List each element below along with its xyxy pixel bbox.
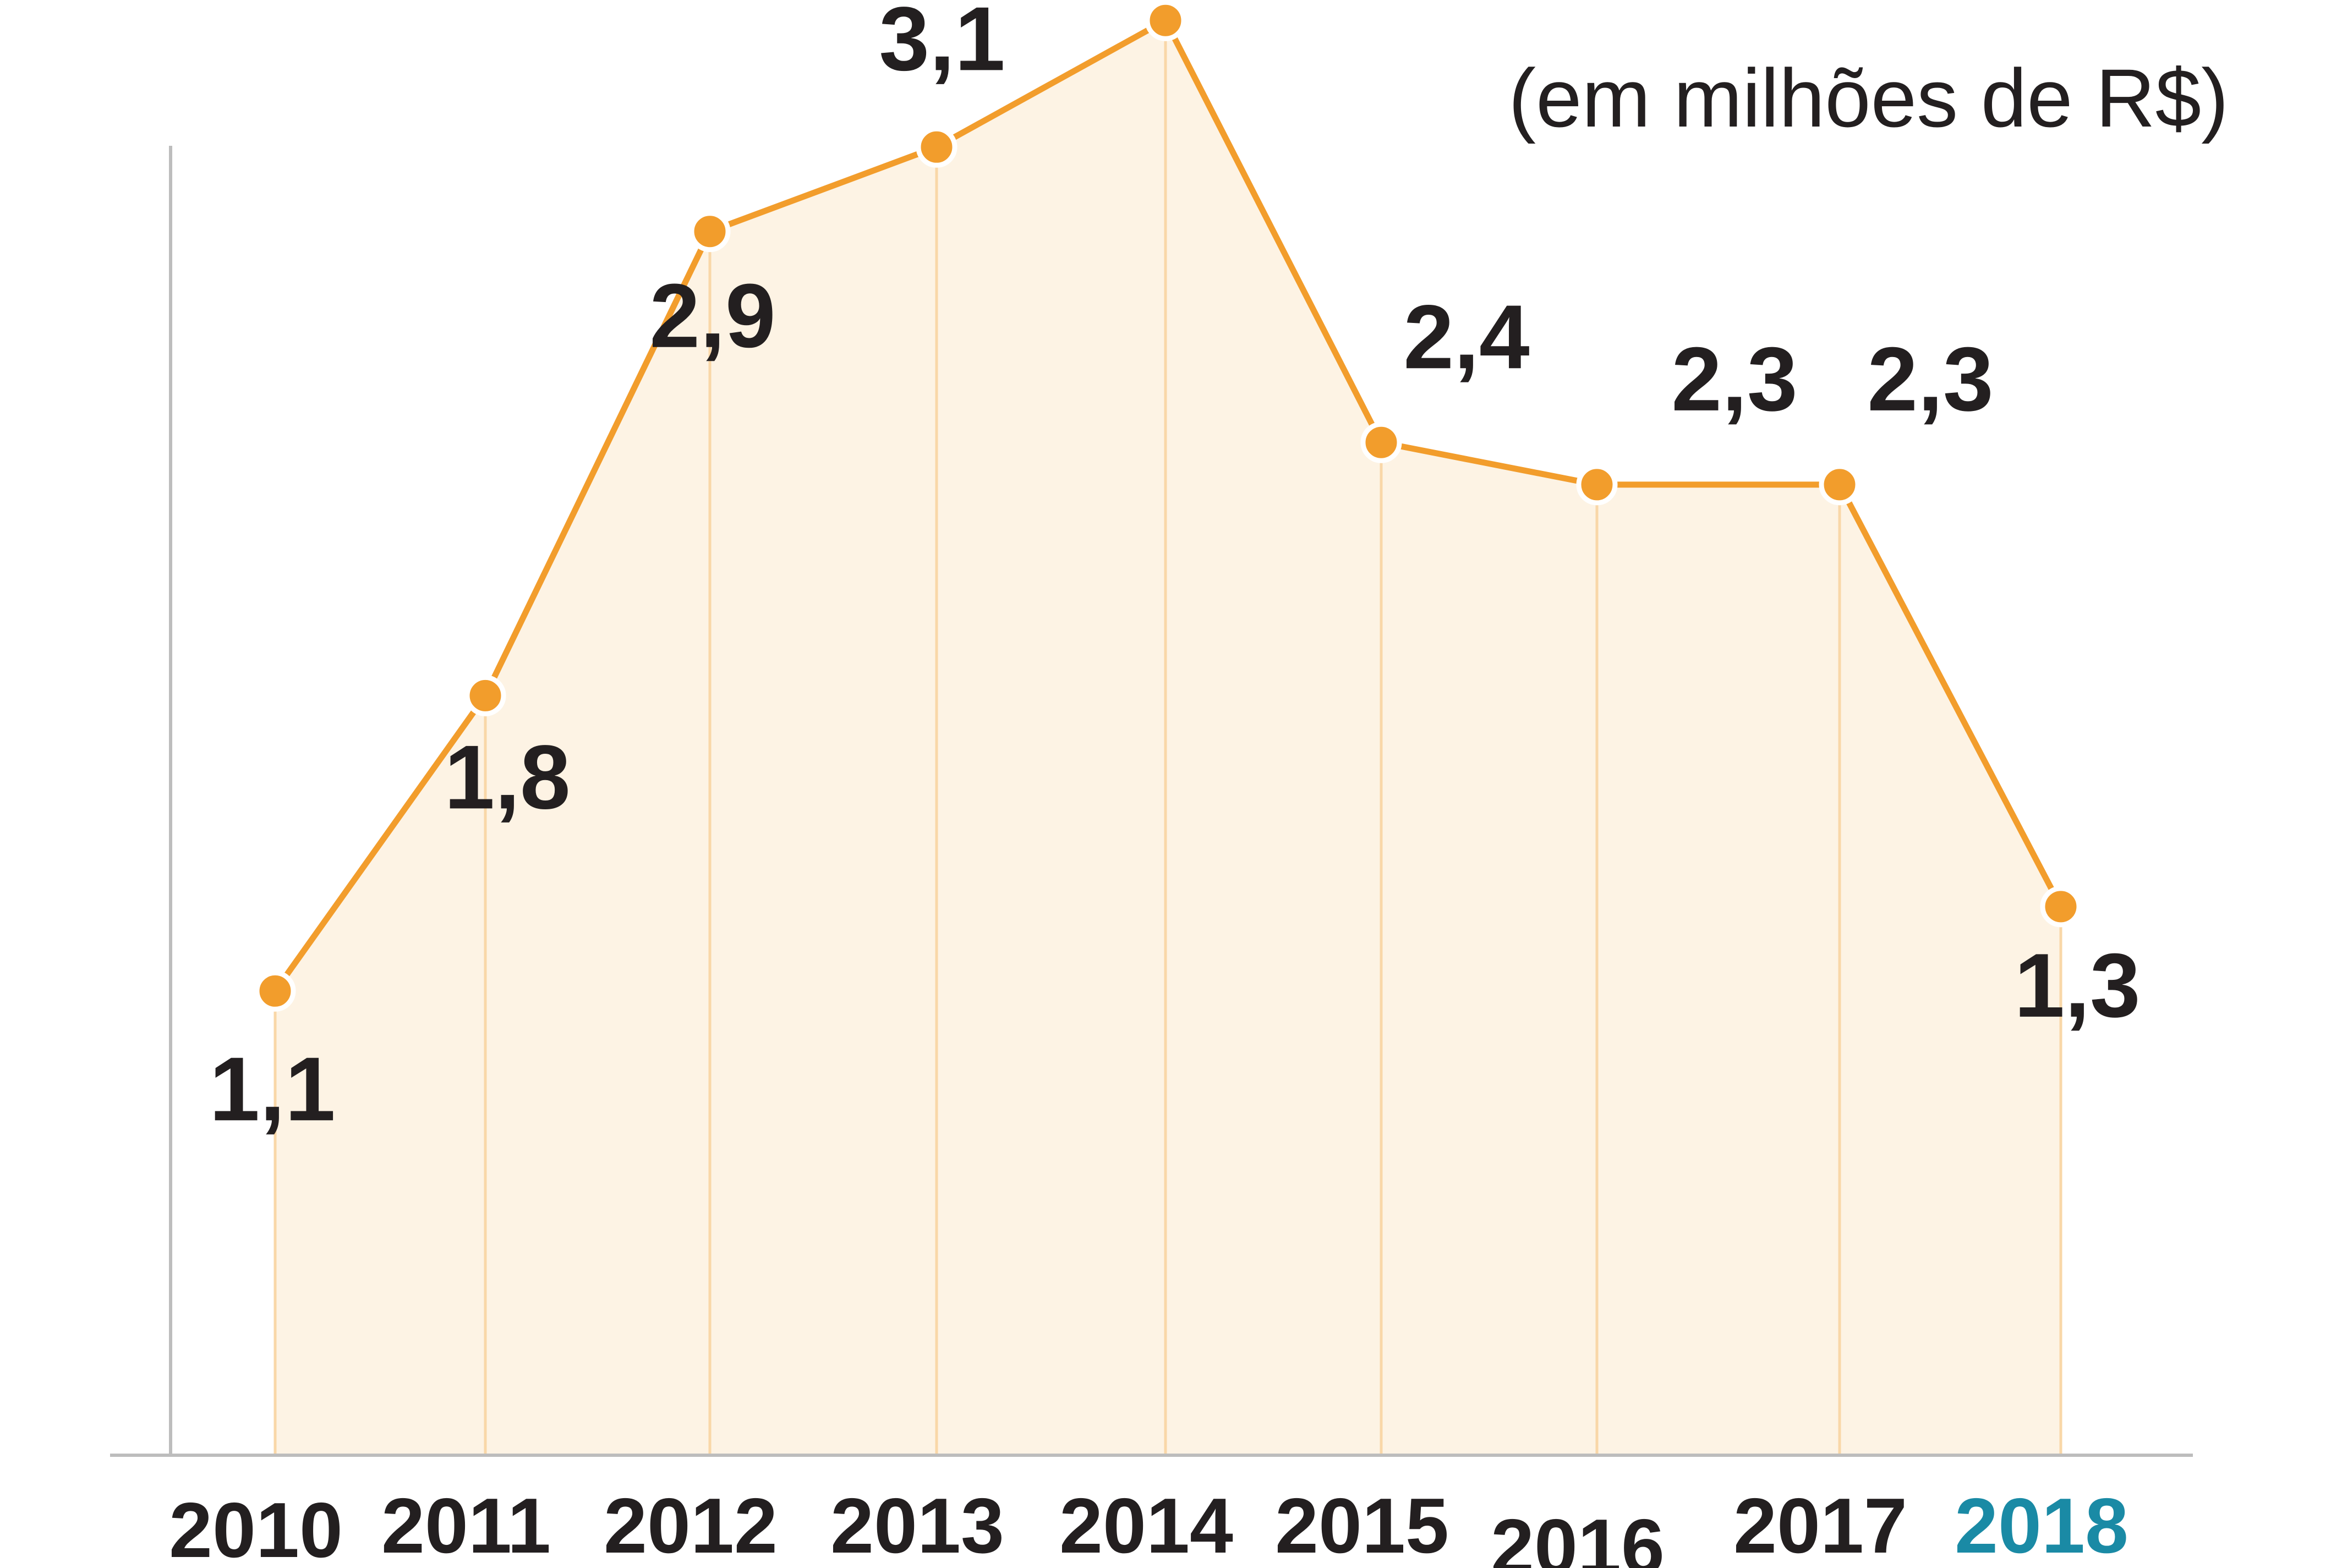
- x-tick-label-2017: 2017: [1733, 1482, 1907, 1568]
- unit-note: (em milhões de R$): [1508, 52, 2229, 144]
- x-tick-label-2013: 2013: [830, 1482, 1004, 1568]
- data-point-2012: [689, 211, 731, 253]
- value-label-2015: 2,4: [1403, 286, 1529, 387]
- value-label-2011: 1,8: [444, 726, 570, 827]
- data-point-2017: [1819, 464, 1861, 506]
- area-fill: [275, 20, 2061, 1456]
- x-tick-label-2014: 2014: [1059, 1482, 1233, 1568]
- data-point-2013: [916, 126, 957, 168]
- x-tick-label-2016: 2016: [1491, 1503, 1665, 1568]
- x-tick-label-2011: 2011: [381, 1482, 551, 1568]
- value-label-2012: 2,9: [649, 265, 775, 366]
- data-point-2018: [2040, 886, 2082, 928]
- x-tick-label-2015: 2015: [1275, 1482, 1449, 1568]
- data-point-2011: [464, 675, 506, 716]
- area-layer: [275, 20, 2061, 1456]
- data-points: [254, 0, 2082, 1012]
- value-label-2010: 1,1: [209, 1038, 335, 1139]
- value-label-2016: 2,3: [1671, 328, 1797, 430]
- value-labels: 1,11,82,93,13,42,42,32,31,3: [209, 0, 2140, 1139]
- data-point-2015: [1360, 421, 1402, 463]
- drop-lines: [273, 20, 2062, 1455]
- value-label-2013: 3,1: [879, 0, 1005, 89]
- data-point-2014: [1145, 0, 1186, 41]
- value-label-2018: 1,3: [2014, 935, 2140, 1036]
- x-tick-labels: 2010 2011 2012 2013 2014 2015 2016 2017 2018: [169, 1482, 2128, 1568]
- x-tick-label-2012: 2012: [604, 1482, 778, 1568]
- data-point-2016: [1576, 464, 1618, 506]
- x-tick-label-2018: 2018: [1955, 1482, 2128, 1568]
- data-point-2010: [254, 970, 296, 1012]
- value-label-2017: 2,3: [1867, 328, 1993, 430]
- x-tick-label-2010: 2010: [169, 1487, 343, 1568]
